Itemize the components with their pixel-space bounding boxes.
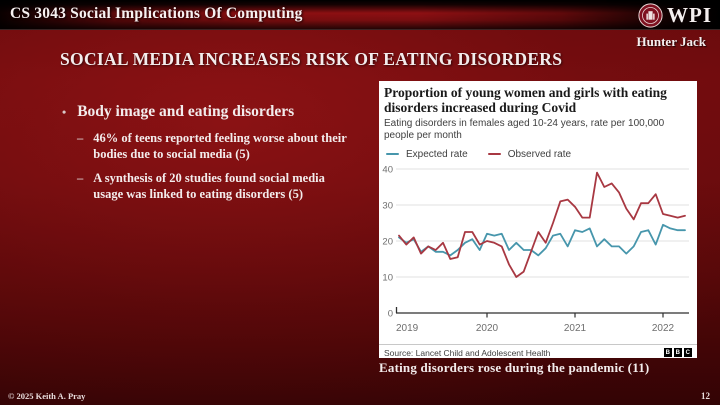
sub-bullet-text: A synthesis of 20 studies found social m… xyxy=(93,171,325,202)
bullet-list: • Body image and eating disorders – 46% … xyxy=(62,102,372,202)
sub-bullet-item: – A synthesis of 20 studies found social… xyxy=(77,170,362,202)
legend-item-observed: Observed rate xyxy=(487,148,572,160)
wpi-seal-icon xyxy=(638,3,663,28)
bbc-logo-letter: B xyxy=(663,348,672,357)
chart-caption: Eating disorders rose during the pandemi… xyxy=(379,360,650,375)
sub-bullet-item: – 46% of teens reported feeling worse ab… xyxy=(77,130,362,162)
bbc-logo: B B C xyxy=(663,348,692,357)
chart-source-row: Source: Lancet Child and Adolescent Heal… xyxy=(379,343,697,362)
course-title: CS 3043 Social Implications Of Computing xyxy=(10,5,303,22)
bullet-text: Body image and eating disorders xyxy=(77,103,295,120)
legend-dash-icon xyxy=(386,152,399,156)
chart-title: Proportion of young women and girls with… xyxy=(384,85,667,116)
dash-icon: – xyxy=(77,171,84,186)
chart-card: Proportion of young women and girls with… xyxy=(379,81,697,358)
sub-bullet-text: 46% of teens reported feeling worse abou… xyxy=(93,131,347,162)
svg-text:10: 10 xyxy=(382,272,393,283)
bullet-item: • Body image and eating disorders xyxy=(62,102,372,122)
author-name: Hunter Jack xyxy=(636,34,706,49)
svg-text:0: 0 xyxy=(388,308,393,319)
svg-text:20: 20 xyxy=(382,236,393,247)
chart-source: Source: Lancet Child and Adolescent Heal… xyxy=(384,347,551,358)
slide-title: SOCIAL MEDIA INCREASES RISK OF EATING DI… xyxy=(60,49,563,69)
wpi-wordmark: WPI xyxy=(667,3,712,27)
bullet-icon: • xyxy=(62,105,67,119)
svg-text:2020: 2020 xyxy=(476,323,499,334)
wpi-logo: WPI xyxy=(638,3,712,28)
svg-text:2022: 2022 xyxy=(652,323,675,334)
legend-label: Observed rate xyxy=(507,148,572,160)
bbc-logo-letter: C xyxy=(683,348,692,357)
page-number: 12 xyxy=(701,391,710,401)
top-bar: CS 3043 Social Implications Of Computing xyxy=(0,0,720,30)
bbc-logo-letter: B xyxy=(673,348,682,357)
legend-item-expected: Expected rate xyxy=(386,149,468,160)
svg-text:2021: 2021 xyxy=(564,323,587,334)
chart-legend: Expected rate Observed rate xyxy=(386,149,692,160)
line-chart: 0 10 20 30 40 2019 2020 2021 2022 xyxy=(379,161,697,344)
svg-text:2019: 2019 xyxy=(396,323,419,334)
legend-label: Expected rate xyxy=(406,148,468,160)
svg-text:40: 40 xyxy=(382,164,393,175)
chart-subtitle: Eating disorders in females aged 10-24 y… xyxy=(384,118,665,142)
legend-dash-icon xyxy=(487,152,501,156)
svg-text:30: 30 xyxy=(382,200,393,211)
footer-copyright: © 2025 Keith A. Pray xyxy=(8,391,86,401)
dash-icon: – xyxy=(77,131,84,146)
